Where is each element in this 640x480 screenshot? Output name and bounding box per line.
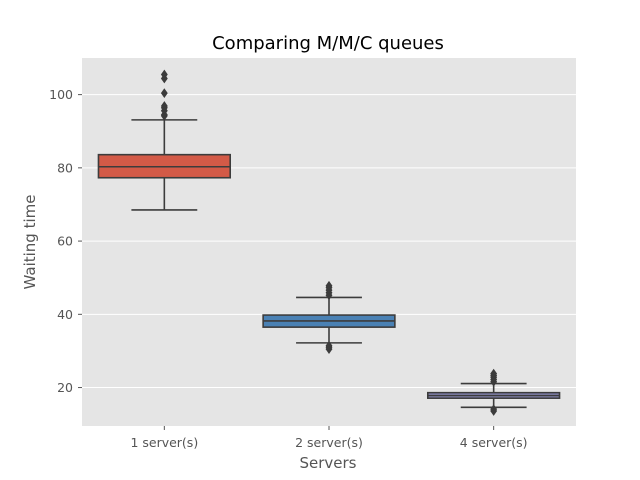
box-group: [426, 368, 561, 416]
outlier-point: [160, 101, 168, 111]
outlier-point: [490, 368, 498, 379]
x-tick-label: 1 server(s): [130, 435, 198, 450]
chart-title: Comparing M/M/C queues: [212, 33, 444, 54]
outlier-point: [160, 88, 168, 99]
axis-ticks: 20 40 60 80 100 1 server(s) 2 server(s) 4 serve…: [49, 87, 527, 450]
x-axis-label: Servers: [299, 454, 356, 472]
y-tick-label: 20: [57, 380, 73, 395]
y-axis-label: Waiting time: [21, 195, 39, 290]
outlier-point: [325, 340, 333, 351]
outlier-point: [490, 404, 498, 415]
outlier-point: [160, 69, 168, 80]
box-plots: [97, 69, 561, 416]
box-group: [262, 280, 396, 355]
box-group: [97, 69, 232, 211]
outlier-point: [325, 280, 333, 291]
y-tick-label: 100: [49, 87, 73, 102]
x-tick-label: 4 server(s): [460, 435, 528, 450]
y-tick-label: 80: [57, 160, 73, 175]
y-tick-label: 60: [57, 234, 73, 249]
x-tick-label: 2 server(s): [295, 435, 363, 450]
y-tick-label: 40: [57, 307, 73, 322]
plot-area: [82, 58, 576, 426]
